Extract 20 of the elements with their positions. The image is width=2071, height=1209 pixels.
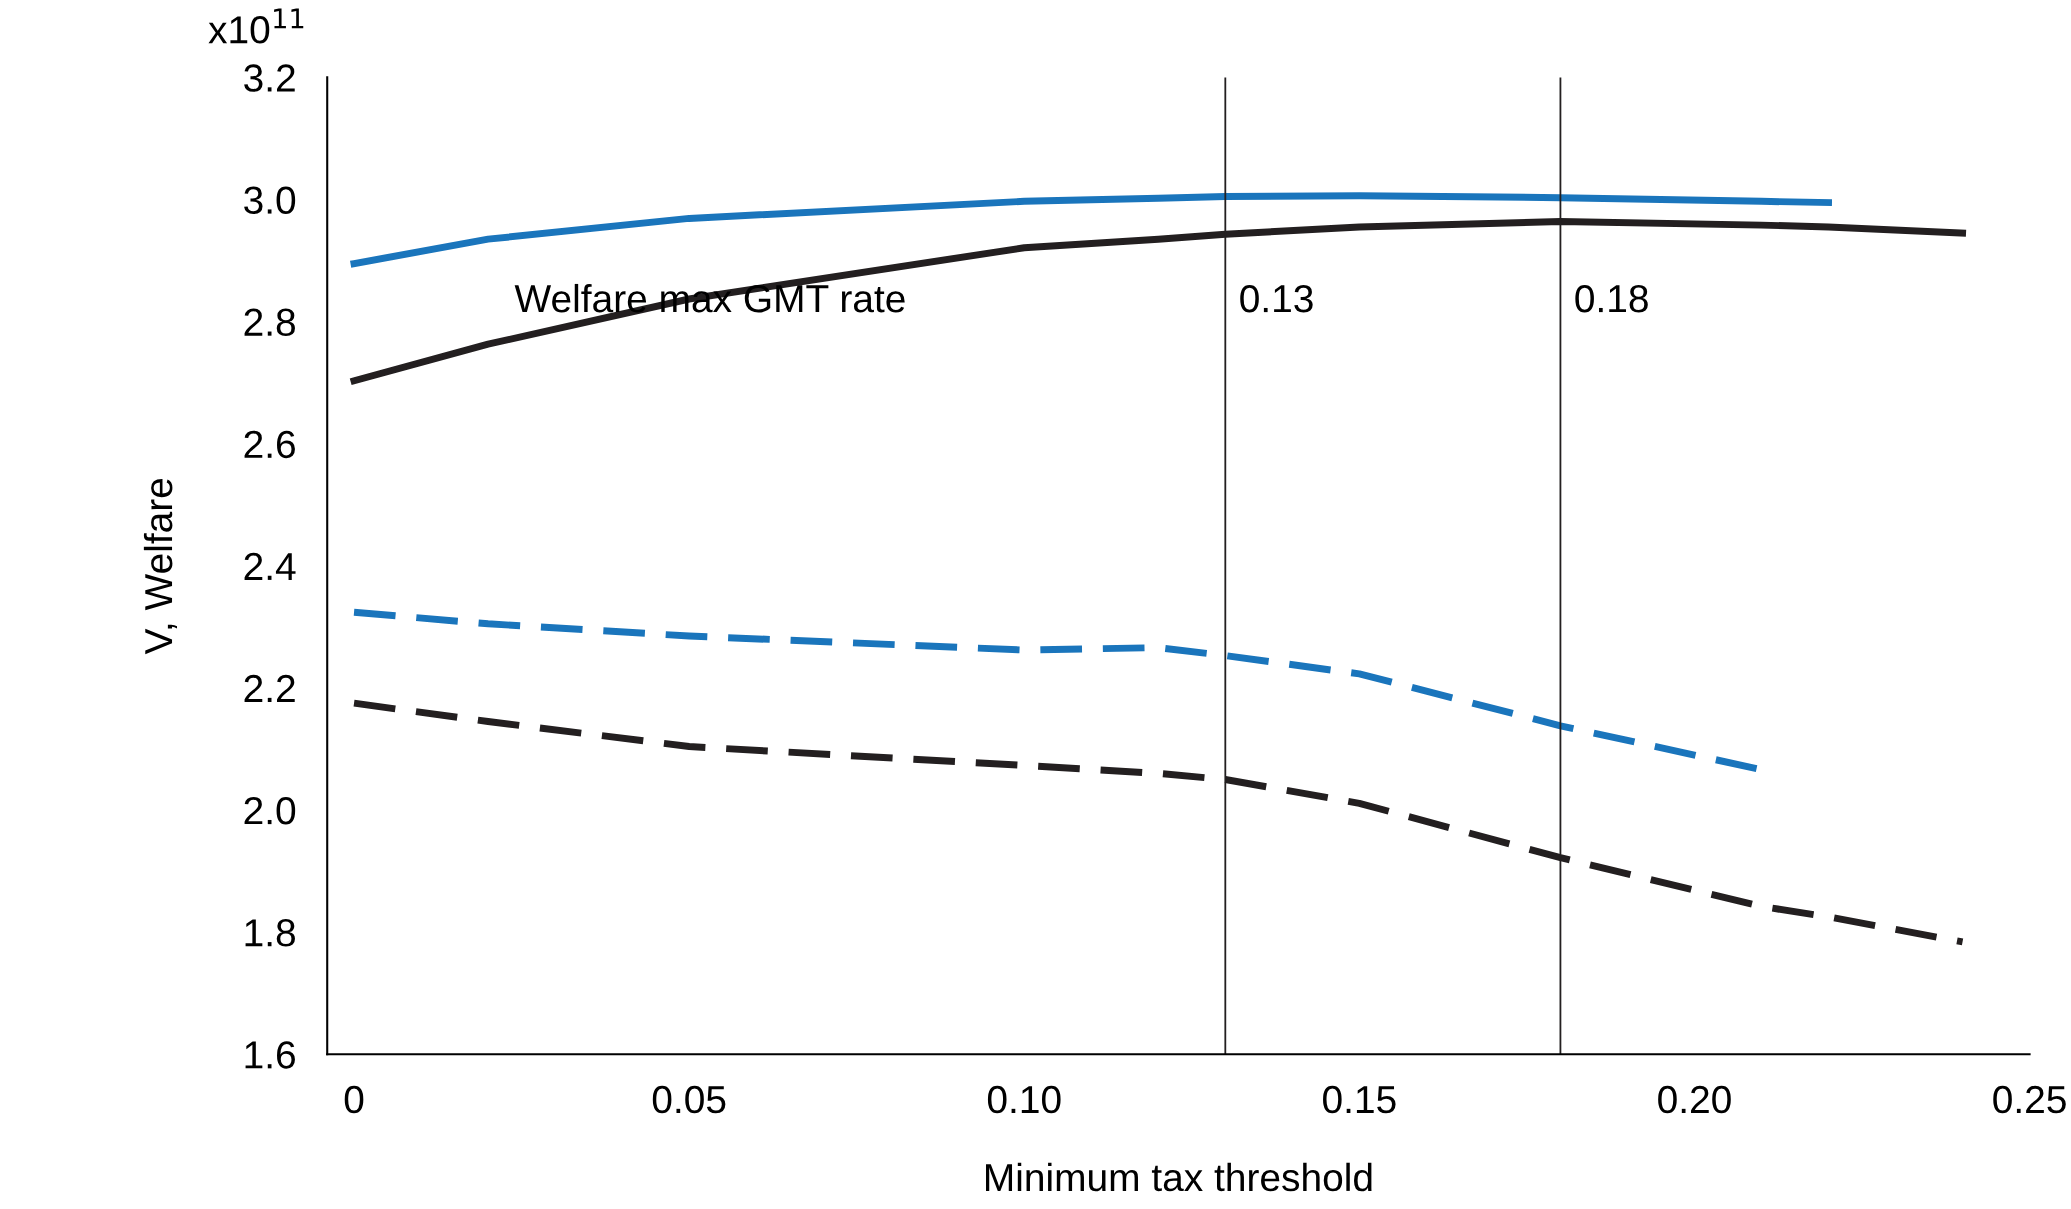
y-tick-label: 2.0 [244,796,296,825]
text: x10$^{11}$ [208,8,304,44]
ref-line-label: 0.13 [1240,284,1313,313]
y-tick-label: 3.0 [244,186,296,214]
ref-line-label: 0.18 [1575,284,1648,313]
y-tick-label: 3.2 [244,64,295,92]
x-tick-label: 0.05 [652,1085,726,1114]
y-tick-label: 2.2 [244,674,295,703]
y-tick-label: 2.8 [244,308,295,337]
x-tick-label: 0.10 [987,1085,1061,1114]
x-tick-label: 0.20 [1658,1085,1731,1114]
x-tick-label: 0.25 [1993,1085,2066,1114]
y-tick-label: 1.8 [245,919,295,947]
y-tick-label: 2.4 [244,552,296,580]
x-tick-label: 0.15 [1323,1085,1396,1114]
x-tick-label: 0 [344,1085,364,1114]
y-axis-title: V, Welfare [143,478,178,655]
y-tick-label: 2.6 [244,430,295,459]
x-axis-title: Minimum tax threshold [986,1162,1372,1192]
y-tick-label: 1.6 [245,1041,295,1069]
